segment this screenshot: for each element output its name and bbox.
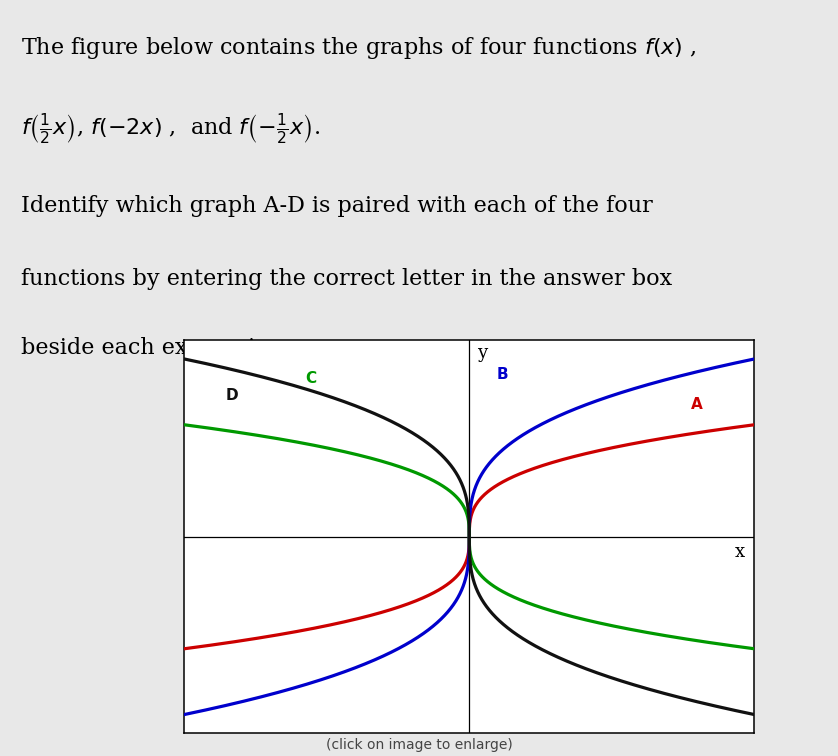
Text: x: x <box>735 543 745 561</box>
Text: C: C <box>305 371 317 386</box>
Text: The figure below contains the graphs of four functions $f(x)$ ,: The figure below contains the graphs of … <box>21 35 696 60</box>
Text: B: B <box>496 367 508 382</box>
Text: $f\left(\frac{1}{2}x\right)$, $f(-2x)$ ,  and $f\left(-\frac{1}{2}x\right)$.: $f\left(\frac{1}{2}x\right)$, $f(-2x)$ ,… <box>21 111 320 146</box>
Text: Identify which graph A-D is paired with each of the four: Identify which graph A-D is paired with … <box>21 195 653 217</box>
Text: beside each expression.: beside each expression. <box>21 337 290 359</box>
Text: (click on image to enlarge): (click on image to enlarge) <box>326 738 512 752</box>
Text: y: y <box>477 345 487 362</box>
Text: A: A <box>691 397 703 412</box>
Text: D: D <box>225 389 238 403</box>
Text: functions by entering the correct letter in the answer box: functions by entering the correct letter… <box>21 268 672 290</box>
